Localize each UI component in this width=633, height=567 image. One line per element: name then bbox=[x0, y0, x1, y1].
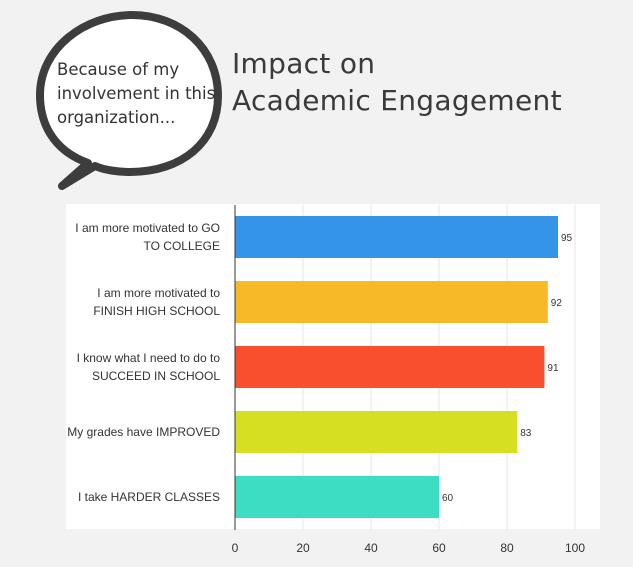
x-tick-label: 40 bbox=[364, 541, 378, 555]
category-label: TO COLLEGE bbox=[144, 239, 220, 253]
category-label: I am more motivated to GO bbox=[75, 221, 220, 235]
bars bbox=[235, 216, 558, 518]
x-tick-label: 60 bbox=[432, 541, 446, 555]
value-label: 92 bbox=[551, 298, 563, 309]
value-label: 60 bbox=[442, 493, 454, 504]
category-label: SUCCEED IN SCHOOL bbox=[92, 369, 220, 383]
category-labels: I am more motivated to GO TO COLLEGE I am … bbox=[67, 221, 220, 504]
category-label: My grades have IMPROVED bbox=[67, 425, 220, 439]
speech-bubble bbox=[36, 11, 222, 190]
title-line-1: Impact on bbox=[232, 47, 376, 80]
x-tick-label: 80 bbox=[500, 541, 514, 555]
bar bbox=[235, 216, 558, 258]
category-label: I am more motivated to bbox=[97, 286, 220, 300]
value-label: 91 bbox=[547, 363, 559, 374]
x-tick-label: 0 bbox=[232, 541, 239, 555]
x-tick-label: 20 bbox=[296, 541, 310, 555]
bar bbox=[235, 411, 518, 453]
category-label: I know what I need to do to bbox=[77, 351, 221, 365]
bar bbox=[235, 346, 545, 388]
title-line-2: Academic Engagement bbox=[232, 84, 562, 117]
value-label: 83 bbox=[520, 428, 532, 439]
bar bbox=[235, 281, 548, 323]
category-label: I take HARDER CLASSES bbox=[78, 490, 220, 504]
callout-text: Because of my involvement in this organi… bbox=[57, 58, 217, 130]
category-label: FINISH HIGH SCHOOL bbox=[93, 304, 220, 318]
x-axis-ticks: 0 20 40 60 80 100 bbox=[232, 541, 586, 555]
callout-line: Because of my bbox=[57, 60, 180, 79]
callout-line: organization... bbox=[57, 108, 176, 127]
value-label: 95 bbox=[561, 233, 573, 244]
callout-line: involvement in this bbox=[57, 84, 216, 103]
bar bbox=[235, 476, 439, 518]
page-title: Impact on Academic Engagement bbox=[232, 45, 562, 119]
value-labels: 95 92 91 83 60 bbox=[442, 233, 573, 504]
x-tick-label: 100 bbox=[565, 541, 585, 555]
